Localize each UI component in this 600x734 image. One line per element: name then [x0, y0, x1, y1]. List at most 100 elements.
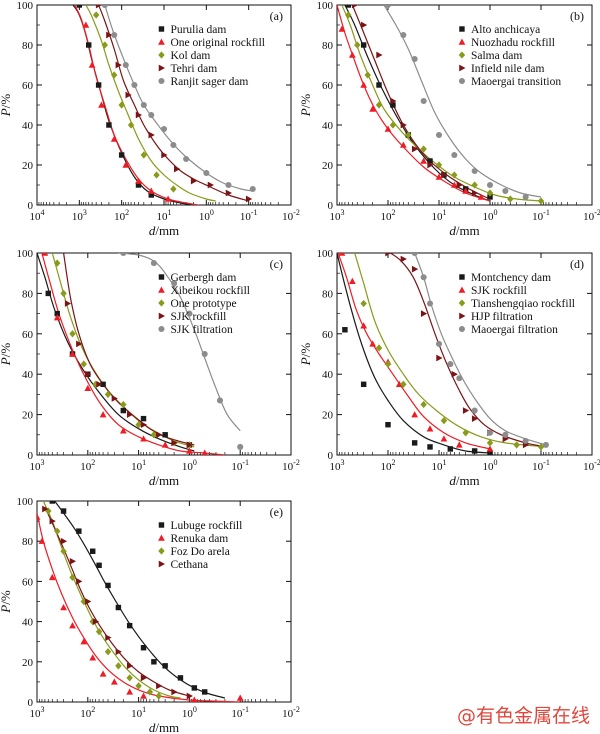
data-point [171, 688, 178, 696]
data-point [82, 21, 90, 28]
legend-marker [158, 325, 165, 333]
data-point [161, 441, 169, 448]
data-point [80, 360, 87, 368]
data-point [186, 447, 193, 454]
data-point [513, 441, 520, 449]
data-point [162, 663, 168, 669]
data-point [135, 111, 143, 119]
data-point [76, 528, 82, 534]
data-point [127, 121, 135, 129]
data-point [177, 675, 184, 681]
x-tick-label: 104 [30, 208, 45, 223]
data-point [148, 111, 155, 119]
data-point [420, 157, 428, 164]
y-axis-label: P/% [0, 343, 13, 367]
data-point [106, 122, 112, 128]
legend-marker [158, 560, 165, 568]
data-point [126, 662, 134, 670]
data-point [411, 411, 419, 418]
data-point [486, 189, 494, 197]
data-point [140, 674, 148, 682]
data-point [126, 688, 134, 695]
y-tick-label: 60 [22, 576, 34, 588]
data-point [54, 259, 61, 267]
data-point [364, 71, 371, 79]
data-point [395, 380, 403, 388]
fit-curve [383, 5, 542, 198]
data-point [98, 101, 105, 108]
data-point [111, 395, 118, 402]
legend-marker [458, 38, 466, 45]
data-point [435, 340, 443, 347]
x-axis-label: d/mm [149, 473, 179, 488]
data-point [140, 101, 147, 109]
data-point [174, 165, 181, 173]
data-point [249, 185, 256, 193]
data-point [69, 557, 77, 565]
legend-marker [458, 325, 465, 333]
data-point [69, 622, 76, 629]
legend-label: Maoergai transition [471, 76, 561, 88]
data-point [140, 692, 147, 699]
data-point [440, 435, 448, 442]
y-tick-label: 80 [322, 288, 334, 300]
data-point [150, 260, 157, 267]
x-tick-label: 103 [330, 458, 345, 473]
data-point [120, 400, 127, 409]
fit-curve [337, 5, 491, 202]
data-point [69, 330, 76, 338]
data-point [84, 384, 92, 392]
fit-curve [54, 501, 226, 699]
data-point [487, 450, 493, 455]
data-point [118, 152, 125, 158]
data-point [186, 310, 193, 317]
legend-label: Tianshengqiao rockfill [471, 298, 575, 310]
chart-panel-c: 10310210110010-110-2020406080100d/mmP/%(… [0, 248, 300, 488]
data-point [171, 439, 178, 447]
data-point [384, 125, 392, 132]
y-tick-label: 80 [322, 40, 334, 52]
y-tick-label: 20 [22, 657, 34, 669]
x-tick-label: 10-1 [532, 458, 550, 473]
fit-curve [98, 5, 249, 202]
data-point [41, 253, 49, 256]
data-point [89, 654, 97, 661]
data-point [426, 425, 434, 432]
data-point [118, 101, 125, 109]
data-point [96, 380, 103, 388]
data-point [99, 411, 107, 418]
data-point [203, 169, 210, 177]
data-point [76, 340, 83, 348]
data-point [170, 141, 177, 149]
data-point [462, 407, 470, 414]
fit-curve [337, 253, 491, 454]
data-point [161, 151, 168, 159]
x-tick-label: 101 [131, 458, 146, 473]
data-point [201, 350, 208, 358]
data-point [60, 537, 68, 545]
data-point [201, 689, 208, 695]
plot-frame [336, 252, 593, 456]
data-point [411, 440, 418, 446]
data-point [96, 562, 102, 569]
data-point [360, 81, 368, 88]
data-point [420, 145, 427, 153]
data-point [427, 161, 434, 169]
data-point [49, 501, 56, 504]
data-point [360, 21, 368, 29]
x-tick-label: 102 [114, 208, 129, 223]
legend-label: SJK rockfill [170, 311, 226, 323]
data-point [146, 688, 154, 696]
data-point [411, 265, 419, 273]
y-tick-label: 40 [322, 120, 334, 132]
data-point [105, 634, 112, 642]
data-point [369, 340, 377, 347]
data-point [88, 61, 96, 68]
data-point [354, 41, 361, 49]
legend-marker [158, 547, 165, 555]
data-point [60, 604, 67, 611]
x-tick-label: 101 [432, 208, 447, 223]
data-point [42, 505, 49, 513]
y-tick-label: 60 [322, 329, 334, 341]
